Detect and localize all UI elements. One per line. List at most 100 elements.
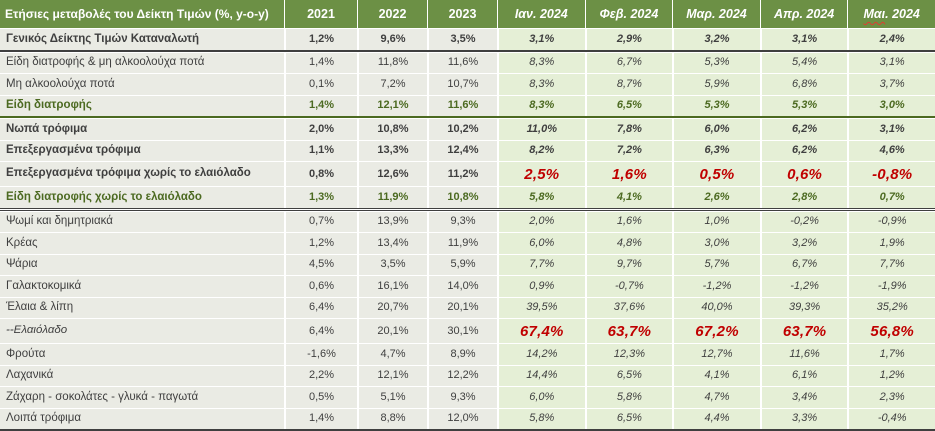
value-cell: 1,4%: [284, 94, 357, 116]
value-cell: -0,4%: [847, 407, 935, 429]
value-cell: 5,9%: [427, 253, 497, 275]
value-cell: 1,2%: [284, 232, 357, 254]
value-cell: 2,0%: [497, 210, 585, 232]
value-cell: 6,4%: [284, 318, 357, 343]
table-row: Γενικός Δείκτης Τιμών Καταναλωτή 1,2% 9,6%…: [0, 28, 935, 52]
column-header: Μαρ. 2024: [672, 0, 760, 28]
value-cell: 3,1%: [759, 28, 848, 50]
value-cell: 67,4%: [497, 318, 585, 343]
row-label: Λοιπά τρόφιμα: [0, 407, 284, 429]
value-cell: 67,2%: [672, 318, 760, 343]
value-cell: 6,2%: [759, 118, 848, 140]
value-cell: 3,5%: [357, 253, 427, 275]
table-row: Ψάρια 4,5% 3,5% 5,9% 7,7% 9,7% 5,7% 6,7% 7,7%: [0, 253, 935, 275]
value-cell: 40,0%: [672, 296, 760, 318]
column-header: Ιαν. 2024: [497, 0, 585, 28]
value-cell: 2,5%: [497, 161, 585, 186]
value-cell: 4,4%: [672, 407, 760, 429]
value-cell: 5,3%: [672, 51, 760, 73]
value-cell: 11,6%: [759, 343, 848, 365]
value-cell: 1,9%: [847, 232, 935, 254]
value-cell: 4,7%: [672, 386, 760, 408]
value-cell: 7,7%: [847, 253, 935, 275]
value-cell: 7,2%: [584, 139, 673, 161]
value-cell: 14,2%: [497, 343, 585, 365]
row-label: Ψωμί και δημητριακά: [0, 210, 284, 232]
value-cell: -0,8%: [847, 161, 935, 186]
value-cell: 5,7%: [672, 253, 760, 275]
value-cell: 6,5%: [584, 364, 673, 386]
value-cell: 8,3%: [497, 73, 585, 95]
value-cell: 3,1%: [847, 118, 935, 140]
value-cell: 0,6%: [284, 275, 357, 297]
value-cell: 6,5%: [584, 94, 673, 116]
value-cell: 8,8%: [357, 407, 427, 429]
value-cell: 11,0%: [497, 118, 585, 140]
row-label: Είδη διατροφής: [0, 94, 284, 116]
value-cell: 6,7%: [584, 51, 673, 73]
value-cell: 0,1%: [284, 73, 357, 95]
value-cell: 5,1%: [357, 386, 427, 408]
value-cell: 1,6%: [584, 210, 673, 232]
value-cell: 3,0%: [847, 94, 935, 116]
value-cell: 6,0%: [497, 386, 585, 408]
value-cell: 8,7%: [584, 73, 673, 95]
value-cell: 39,3%: [759, 296, 848, 318]
value-cell: 12,6%: [357, 161, 427, 186]
row-label: Νωπά τρόφιμα: [0, 118, 284, 140]
value-cell: 5,8%: [497, 407, 585, 429]
value-cell: -0,9%: [847, 210, 935, 232]
value-cell: -1,2%: [759, 275, 848, 297]
value-cell: 1,0%: [672, 210, 760, 232]
value-cell: 1,4%: [284, 51, 357, 73]
row-label: Λαχανικά: [0, 364, 284, 386]
value-cell: 7,7%: [497, 253, 585, 275]
table-row: Ζάχαρη - σοκολάτες - γλυκά - παγωτά 0,5% 5…: [0, 386, 935, 408]
table-title: Ετήσιες μεταβολές του Δείκτη Τιμών (%, y…: [0, 0, 284, 28]
value-cell: 10,8%: [357, 118, 427, 140]
value-cell: 6,1%: [759, 364, 848, 386]
row-label: Επεξεργασμένα τρόφιμα χωρίς το ελαιόλαδο: [0, 161, 284, 186]
value-cell: 3,2%: [672, 28, 760, 50]
row-label: Γενικός Δείκτης Τιμών Καταναλωτή: [0, 28, 284, 50]
value-cell: 11,9%: [357, 186, 427, 208]
value-cell: 12,2%: [427, 364, 497, 386]
value-cell: 56,8%: [847, 318, 935, 343]
value-cell: 9,3%: [427, 210, 497, 232]
table-row: Είδη διατροφής 1,4% 12,1% 11,6% 8,3% 6,5% 5,3%…: [0, 94, 935, 118]
value-cell: 3,5%: [427, 28, 497, 50]
value-cell: 5,8%: [584, 386, 673, 408]
value-cell: 12,7%: [672, 343, 760, 365]
value-cell: 10,8%: [427, 186, 497, 208]
value-cell: 5,3%: [672, 94, 760, 116]
value-cell: 5,9%: [672, 73, 760, 95]
value-cell: 3,3%: [759, 407, 848, 429]
value-cell: 6,2%: [759, 139, 848, 161]
value-cell: 9,6%: [357, 28, 427, 50]
value-cell: 2,3%: [847, 386, 935, 408]
value-cell: 5,3%: [759, 94, 848, 116]
value-cell: 6,8%: [759, 73, 848, 95]
value-cell: 14,4%: [497, 364, 585, 386]
value-cell: 0,5%: [672, 161, 760, 186]
value-cell: 6,0%: [497, 232, 585, 254]
value-cell: 63,7%: [584, 318, 673, 343]
column-header: Φεβ. 2024: [584, 0, 673, 28]
column-header: 2021: [284, 0, 357, 28]
value-cell: 0,7%: [284, 210, 357, 232]
row-label: --Ελαιόλαδο: [0, 318, 284, 343]
column-header: 2022: [357, 0, 427, 28]
value-cell: 12,1%: [357, 94, 427, 116]
table-row: Γαλακτοκομικά 0,6% 16,1% 14,0% 0,9% -0,7% -1,2…: [0, 275, 935, 297]
table-row: Είδη διατροφής & μη αλκοολούχα ποτά 1,4% 1…: [0, 51, 935, 73]
value-cell: 11,6%: [427, 94, 497, 116]
value-cell: -0,2%: [759, 210, 848, 232]
value-cell: 1,2%: [284, 28, 357, 50]
column-header: 2023: [427, 0, 497, 28]
value-cell: 6,5%: [584, 407, 673, 429]
value-cell: 1,3%: [284, 186, 357, 208]
column-header: Απρ. 2024: [759, 0, 848, 28]
value-cell: 6,7%: [759, 253, 848, 275]
table-row: Λαχανικά 2,2% 12,1% 12,2% 14,4% 6,5% 4,1% 6,1% 1…: [0, 364, 935, 386]
